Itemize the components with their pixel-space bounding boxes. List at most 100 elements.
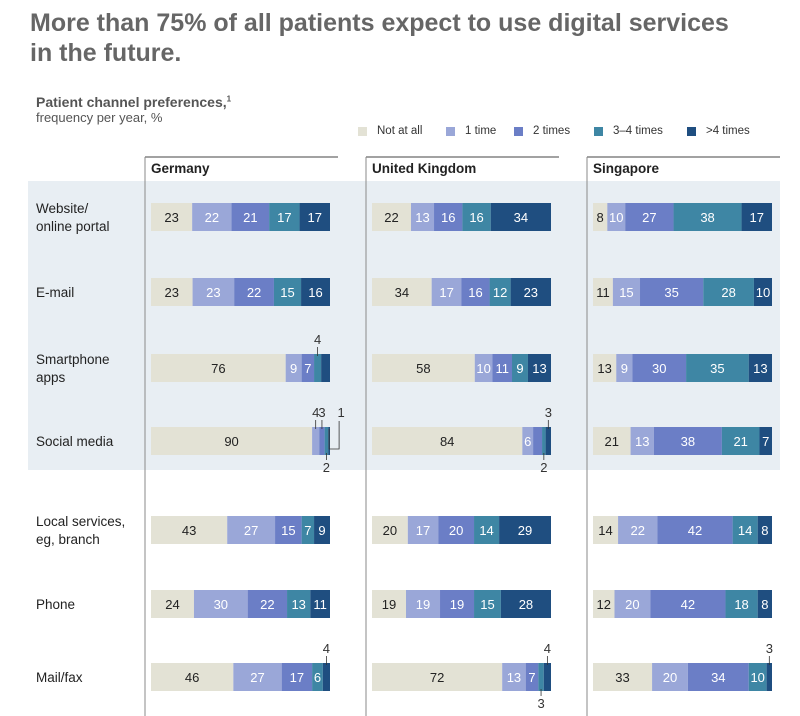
value-label-united-kingdom-row-5-not-at-all: 20 [383, 523, 397, 538]
bar-united-kingdom-row-2-3-4-times [489, 278, 511, 306]
value-label-germany-row-7-3-4-times: 6 [314, 670, 321, 685]
value-label-united-kingdom-row-3-4-times: 13 [532, 361, 546, 376]
value-label-germany-row-6-not-at-all: 24 [165, 597, 179, 612]
value-label-singapore-row-5-2-times: 42 [688, 523, 702, 538]
callout-label-germany-row-4-4-times: 1 [337, 405, 344, 420]
bar-singapore-row-6-1-time [614, 590, 651, 618]
bar-germany-row-2-2-times [234, 278, 274, 306]
bar-united-kingdom-row-7-4-times [543, 663, 551, 691]
bar-germany-row-5-3-4-times [301, 516, 315, 544]
bar-germany-row-7-2-times [281, 663, 313, 691]
value-label-united-kingdom-row-2-3-4-times: 12 [493, 285, 507, 300]
bar-singapore-row-5-1-time [618, 516, 658, 544]
callout-label-united-kingdom-row-4-3-4-times: 2 [540, 460, 547, 475]
channel-label-mail-fax: Mail/fax [36, 670, 83, 685]
bar-united-kingdom-row-3-not-at-all [372, 354, 475, 382]
bar-germany-row-7-4-times [322, 663, 330, 691]
value-label-singapore-row-5-3-4-times: 14 [738, 523, 752, 538]
bar-united-kingdom-row-4-2-times [533, 427, 543, 455]
bar-united-kingdom-row-5-1-time [407, 516, 439, 544]
bar-united-kingdom-row-1-3-4-times [462, 203, 491, 231]
bar-singapore-row-3-2-times [632, 354, 687, 382]
value-label-germany-row-3-2-times: 7 [304, 361, 311, 376]
bar-germany-row-6-3-4-times [287, 590, 311, 618]
legend-item-2-times: 2 times [514, 125, 570, 137]
legend-swatch [594, 126, 603, 136]
bar-singapore-row-5-not-at-all [593, 516, 619, 544]
bar-singapore-row-4-4-times [759, 427, 772, 455]
bar-united-kingdom-row-3-3-4-times [512, 354, 528, 382]
bar-singapore-row-2-2-times [640, 278, 704, 306]
value-label-united-kingdom-row-6-3-4-times: 15 [480, 597, 494, 612]
value-label-united-kingdom-row-1-3-4-times: 16 [469, 210, 483, 225]
chart-subtitle: Patient channel preferences,1 [36, 94, 232, 110]
bar-singapore-row-5-4-times [757, 516, 772, 544]
callout-label-united-kingdom-row-7-3-4-times: 3 [537, 696, 544, 711]
value-label-singapore-row-3-1-time: 9 [621, 361, 628, 376]
bar-singapore-row-1-4-times [741, 203, 772, 231]
value-label-united-kingdom-row-2-1-time: 17 [439, 285, 453, 300]
bar-united-kingdom-row-2-4-times [510, 278, 551, 306]
value-label-singapore-row-5-1-time: 22 [631, 523, 645, 538]
value-label-singapore-row-2-3-4-times: 28 [721, 285, 735, 300]
bar-germany-row-3-4-times [321, 354, 330, 382]
bar-germany-row-6-1-time [193, 590, 248, 618]
bar-singapore-row-7-not-at-all [593, 663, 653, 691]
value-label-singapore-row-2-4-times: 10 [756, 285, 770, 300]
bar-singapore-row-1-1-time [607, 203, 626, 231]
bar-singapore-row-7-1-time [652, 663, 688, 691]
bar-singapore-row-4-3-4-times [721, 427, 760, 455]
bar-germany-row-5-not-at-all [151, 516, 228, 544]
legend-swatch [446, 126, 455, 136]
bar-germany-row-2-4-times [301, 278, 330, 306]
bar-germany-row-7-1-time [233, 663, 282, 691]
legend-label: Not at all [377, 125, 423, 137]
value-label-singapore-row-3-3-4-times: 35 [710, 361, 724, 376]
bar-united-kingdom-row-6-1-time [406, 590, 441, 618]
country-header-united-kingdom: United Kingdom [372, 161, 476, 176]
value-label-germany-row-2-4-times: 16 [308, 285, 322, 300]
bar-united-kingdom-row-6-2-times [440, 590, 475, 618]
channel-label-smartphone-apps-line-2: apps [36, 370, 66, 385]
bar-singapore-row-6-not-at-all [593, 590, 615, 618]
value-label-singapore-row-3-4-times: 13 [753, 361, 767, 376]
value-label-singapore-row-6-2-times: 42 [681, 597, 695, 612]
bar-united-kingdom-row-7-3-4-times [538, 663, 544, 691]
bar-united-kingdom-row-7-1-time [502, 663, 526, 691]
bar-united-kingdom-row-5-3-4-times [474, 516, 500, 544]
value-label-united-kingdom-row-6-not-at-all: 19 [382, 597, 396, 612]
value-label-united-kingdom-row-2-2-times: 16 [468, 285, 482, 300]
bar-united-kingdom-row-5-not-at-all [372, 516, 408, 544]
value-label-united-kingdom-row-7-1-time: 13 [507, 670, 521, 685]
callout-label-united-kingdom-row-7-4-times: 4 [544, 641, 551, 656]
bar-united-kingdom-row-3-1-time [474, 354, 493, 382]
bar-germany-row-1-3-4-times [269, 203, 300, 231]
bar-singapore-row-4-not-at-all [593, 427, 631, 455]
bar-germany-row-6-2-times [247, 590, 288, 618]
bar-united-kingdom-row-7-2-times [525, 663, 539, 691]
bar-singapore-row-7-4-times [766, 663, 772, 691]
bar-united-kingdom-row-7-not-at-all [372, 663, 503, 691]
value-label-germany-row-2-2-times: 22 [247, 285, 261, 300]
bar-singapore-row-4-1-time [630, 427, 654, 455]
value-label-singapore-row-6-4-times: 8 [761, 597, 768, 612]
bar-united-kingdom-row-5-2-times [438, 516, 475, 544]
value-label-germany-row-6-3-4-times: 13 [291, 597, 305, 612]
value-label-germany-row-1-1-time: 22 [205, 210, 219, 225]
legend-item-1-time: 1 time [446, 125, 496, 137]
bar-united-kingdom-row-4-4-times [545, 427, 551, 455]
value-label-singapore-row-6-1-time: 20 [625, 597, 639, 612]
value-label-germany-row-5-2-times: 15 [281, 523, 295, 538]
callout-label-united-kingdom-row-4-4-times: 3 [545, 405, 552, 420]
value-label-singapore-row-7-2-times: 34 [711, 670, 725, 685]
value-label-germany-row-1-2-times: 21 [243, 210, 257, 225]
bar-singapore-row-6-4-times [757, 590, 772, 618]
value-label-united-kingdom-row-6-2-times: 19 [450, 597, 464, 612]
value-label-singapore-row-7-not-at-all: 33 [615, 670, 629, 685]
value-label-germany-row-4-not-at-all: 90 [224, 434, 238, 449]
value-label-united-kingdom-row-7-not-at-all: 72 [430, 670, 444, 685]
bar-germany-row-1-1-time [192, 203, 232, 231]
legend-label: 3–4 times [613, 125, 663, 137]
chart-subtitle-units: frequency per year, % [36, 110, 163, 125]
